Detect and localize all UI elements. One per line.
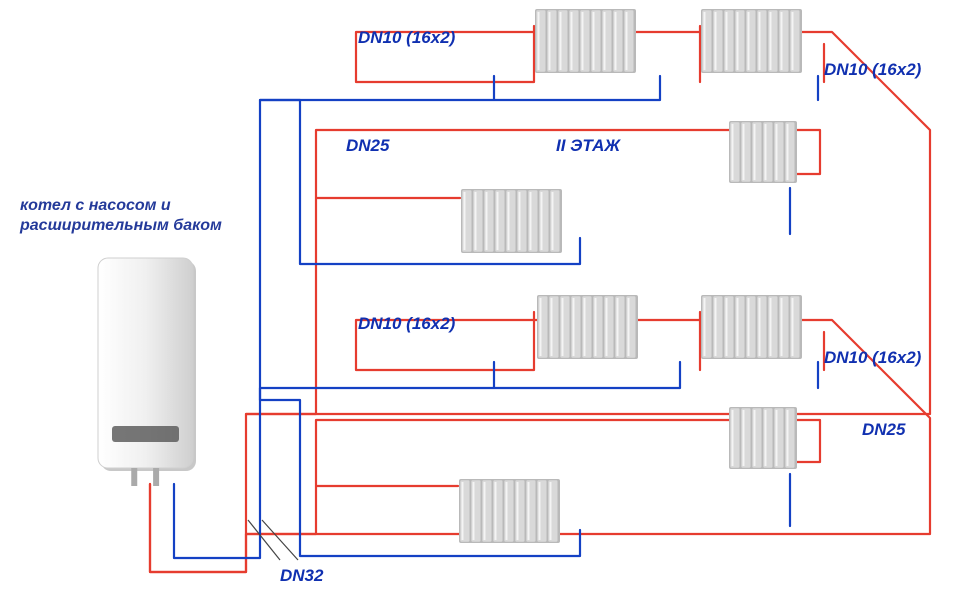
pipe-label: DN10 (16x2)	[824, 60, 921, 80]
pipe-label: II ЭТАЖ	[556, 136, 620, 156]
radiator	[701, 295, 802, 359]
radiators-group	[459, 9, 802, 543]
radiator	[459, 479, 560, 543]
radiator	[535, 9, 636, 73]
leader-lines	[248, 520, 298, 560]
pipe-label: DN25	[862, 420, 905, 440]
radiator	[729, 407, 797, 469]
pipe-label: DN25	[346, 136, 389, 156]
boiler-caption-line2: расширительным баком	[20, 217, 222, 234]
radiator	[461, 189, 562, 253]
heating-diagram	[0, 0, 974, 616]
boiler	[98, 258, 196, 486]
pipe-label: DN10 (16x2)	[358, 28, 455, 48]
radiator	[729, 121, 797, 183]
boiler-caption-line1: котел с насосом и	[20, 197, 171, 214]
radiator	[701, 9, 802, 73]
radiator	[537, 295, 638, 359]
pipe-label: DN32	[280, 566, 323, 586]
pipe-label: DN10 (16x2)	[358, 314, 455, 334]
pipe-label: DN10 (16x2)	[824, 348, 921, 368]
boiler-caption: котел с насосом и расширительным баком	[20, 196, 222, 236]
